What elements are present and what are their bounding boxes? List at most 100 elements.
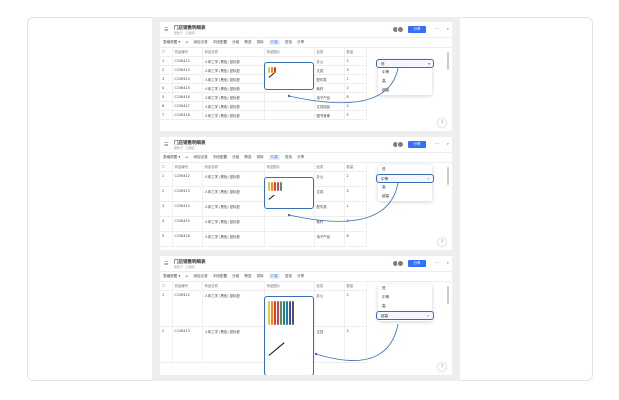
table-cell[interactable]: C156412 (172, 56, 203, 66)
toolbar-4[interactable]: 筛选 (244, 274, 252, 278)
table-cell[interactable] (264, 92, 315, 102)
table-cell[interactable] (264, 231, 315, 247)
table-cell[interactable]: 人体工学 (黑色) 鼠标垫 (202, 231, 265, 247)
table-cell[interactable]: 2 (160, 65, 173, 75)
view-switcher[interactable]: 表格视图 ▾ (163, 155, 181, 159)
search-icon[interactable]: ⌕ (446, 26, 449, 31)
table-cell[interactable]: 2 (344, 171, 367, 187)
table-cell[interactable]: C156413 (172, 65, 203, 75)
toolbar-8[interactable]: 分享 (297, 40, 305, 44)
table-cell[interactable]: 5 (160, 231, 173, 247)
toolbar-6[interactable]: 行高 (268, 274, 280, 279)
row-height-option[interactable]: 低 (382, 286, 386, 290)
table-cell[interactable]: C156415 (172, 216, 203, 232)
table-cell[interactable]: 人体工学 (黑色) 鼠标垫 (202, 65, 265, 75)
table-cell[interactable]: 7 (160, 110, 173, 120)
toolbar-5[interactable]: 排序 (256, 155, 264, 159)
toolbar-8[interactable]: 分享 (297, 274, 305, 278)
toolbar-3[interactable]: 分组 (232, 274, 240, 278)
table-cell[interactable]: 4 (160, 216, 173, 232)
table-cell[interactable]: 人体工学 (黑色) 鼠标垫 (202, 101, 265, 111)
column-header[interactable]: 商品名称 (202, 282, 265, 291)
table-cell[interactable]: 办公 (314, 171, 345, 187)
toolbar-7[interactable]: 查找 (284, 155, 293, 159)
menu-icon[interactable]: ☰ (164, 27, 169, 33)
table-cell[interactable]: 2 (344, 290, 367, 327)
more-icon[interactable]: ··· (435, 260, 439, 265)
table-cell[interactable]: 耗材 (314, 83, 345, 93)
row-height-option[interactable]: 低 (382, 167, 386, 171)
column-header[interactable]: 数量 (344, 48, 367, 57)
table-cell[interactable]: 3 (160, 201, 173, 217)
column-header[interactable]: ☐ (160, 163, 173, 172)
toolbar-1[interactable]: 添加记录 (193, 155, 208, 159)
row-height-option[interactable]: 超高 (382, 194, 390, 198)
scrollbar[interactable] (447, 167, 449, 185)
column-header[interactable]: 商品编号 (172, 48, 203, 57)
table-cell[interactable]: 3 (160, 74, 173, 84)
table-row[interactable]: 2 C156413 人体工学 (黑色) 鼠标垫 文具 3 (160, 65, 367, 75)
table-cell[interactable]: 3 (344, 65, 367, 75)
table-cell[interactable] (264, 216, 315, 232)
toolbar-7[interactable]: 查找 (284, 274, 293, 278)
row-height-option[interactable]: 高 (382, 185, 386, 189)
table-cell[interactable]: 5 (160, 92, 173, 102)
table-cell[interactable]: 1 (160, 56, 173, 66)
toolbar-6[interactable]: 行高 (268, 155, 280, 160)
menu-icon[interactable]: ☰ (164, 142, 169, 148)
table-cell[interactable]: 3 (344, 186, 367, 202)
table-cell[interactable]: C156418 (172, 110, 203, 120)
search-icon[interactable]: ⌕ (446, 141, 449, 146)
help-icon[interactable]: ? (438, 363, 446, 371)
toolbar-3[interactable]: 分组 (232, 40, 240, 44)
row-height-option[interactable]: 超高 (382, 88, 390, 92)
column-header[interactable]: 商品名称 (202, 163, 265, 172)
table-cell[interactable]: C156416 (172, 231, 203, 247)
menu-icon[interactable]: ☰ (164, 261, 169, 267)
column-header[interactable]: 数量 (344, 282, 367, 291)
table-cell[interactable]: 2 (344, 56, 367, 66)
table-cell[interactable]: 2 (160, 326, 173, 363)
table-cell[interactable]: 耗材 (314, 216, 345, 232)
toolbar-5[interactable]: 排序 (256, 40, 264, 44)
table-cell[interactable]: 配件类 (314, 201, 345, 217)
row-height-option[interactable]: 低 ▾ (376, 59, 434, 68)
table-cell[interactable]: 4 (160, 83, 173, 93)
toolbar-4[interactable]: 筛选 (244, 40, 252, 44)
table-row[interactable]: 2 C156413 人体工学 (黑色) 鼠标垫 文具 3 (160, 186, 367, 202)
more-icon[interactable]: ··· (435, 26, 439, 31)
table-row[interactable]: 3 C156414 人体工学 (黑色) 鼠标垫 配件类 1 (160, 201, 367, 217)
table-row[interactable]: 4 C156415 人体工学 (黑色) 鼠标垫 耗材 2 (160, 216, 367, 232)
table-row[interactable]: 4 C156415 人体工学 (黑色) 鼠标垫 耗材 2 (160, 83, 367, 93)
table-cell[interactable]: 8 (344, 231, 367, 247)
search-icon[interactable]: ⌕ (446, 260, 449, 265)
table-cell[interactable]: C156415 (172, 83, 203, 93)
table-cell[interactable]: 2 (344, 216, 367, 232)
table-cell[interactable]: 人体工学 (黑色) 鼠标垫 (202, 201, 265, 217)
column-header[interactable]: 商品图片 (264, 282, 315, 291)
table-cell[interactable]: 电子产品 (314, 231, 345, 247)
table-cell[interactable]: 配件类 (314, 74, 345, 84)
table-row[interactable]: 1 C156412 人体工学 (黑色) 鼠标垫 办公 2 (160, 171, 367, 187)
table-cell[interactable]: 图书音像 (314, 110, 345, 120)
table-cell[interactable]: 1 (344, 201, 367, 217)
table-cell[interactable]: 办公 (314, 290, 345, 327)
column-header[interactable]: 商品名称 (202, 48, 265, 57)
column-header[interactable]: 数量 (344, 163, 367, 172)
table-cell[interactable]: 人体工学 (黑色) 鼠标垫 (202, 290, 265, 327)
table-cell[interactable] (264, 101, 315, 111)
table-cell[interactable]: 人体工学 (黑色) 鼠标垫 (202, 83, 265, 93)
table-cell[interactable]: 1 (344, 74, 367, 84)
row-height-option[interactable]: 高 (382, 304, 386, 308)
table-row[interactable]: 1 C156412 人体工学 (黑色) 鼠标垫 办公 2 (160, 290, 367, 327)
table-cell[interactable] (264, 110, 315, 120)
table-cell[interactable]: C156414 (172, 201, 203, 217)
column-header[interactable]: ☐ (160, 282, 173, 291)
table-cell[interactable]: 3 (344, 326, 367, 363)
table-cell[interactable]: 办公 (314, 56, 345, 66)
toolbar-4[interactable]: 筛选 (244, 155, 252, 159)
table-cell[interactable]: 人体工学 (黑色) 鼠标垫 (202, 186, 265, 202)
toolbar-3[interactable]: 分组 (232, 155, 240, 159)
table-cell[interactable]: C156412 (172, 290, 203, 327)
row-height-option[interactable]: 中等 ✓ (376, 174, 434, 183)
